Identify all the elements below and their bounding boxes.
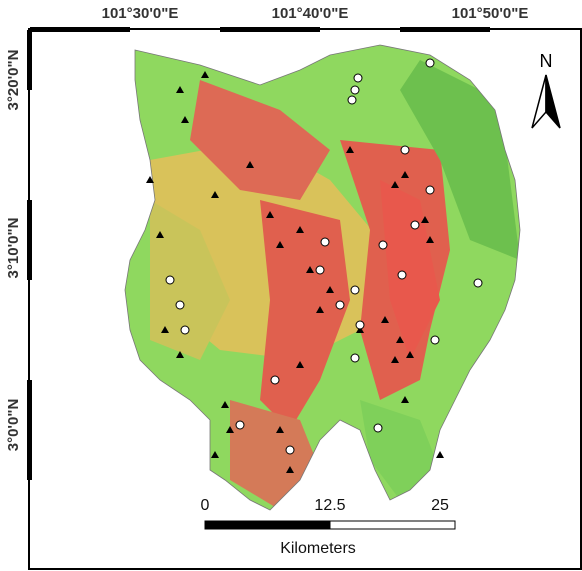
scale-label: 25: [431, 497, 449, 514]
latitude-label: 3°0'0"N: [5, 399, 22, 452]
longitude-label: 101°30'0"E: [102, 5, 179, 22]
scale-label: 0: [201, 497, 210, 514]
longitude-label: 101°50'0"E: [452, 5, 529, 22]
latitude-label: 3°20'0"N: [5, 50, 22, 111]
latitude-label: 3°10'0"N: [5, 218, 22, 279]
scale-label: 12.5: [314, 497, 345, 514]
north-arrow: N: [532, 51, 560, 128]
map: 101°30'0"E 101°40'0"E 101°50'0"E 3°20'0"…: [0, 0, 582, 571]
scale-unit: Kilometers: [280, 540, 356, 557]
north-label: N: [540, 51, 553, 71]
scale-bar: 0 12.5 25 Kilometers: [201, 497, 455, 557]
longitude-label: 101°40'0"E: [272, 5, 349, 22]
